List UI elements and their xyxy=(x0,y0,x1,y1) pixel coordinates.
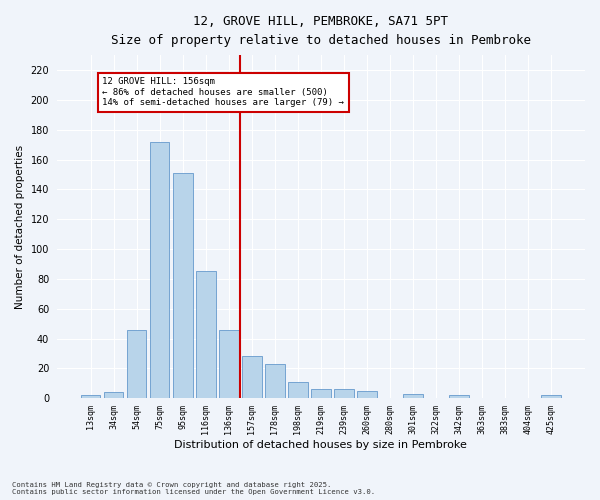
Bar xyxy=(288,382,308,398)
Bar xyxy=(357,390,377,398)
Text: Contains HM Land Registry data © Crown copyright and database right 2025.
Contai: Contains HM Land Registry data © Crown c… xyxy=(12,482,375,495)
Bar xyxy=(334,389,354,398)
Y-axis label: Number of detached properties: Number of detached properties xyxy=(15,144,25,308)
Bar xyxy=(265,364,284,398)
Bar xyxy=(173,173,193,398)
Bar xyxy=(150,142,169,398)
Bar xyxy=(81,395,100,398)
Bar xyxy=(104,392,124,398)
Bar xyxy=(127,330,146,398)
Bar xyxy=(311,389,331,398)
Bar xyxy=(219,330,239,398)
Bar xyxy=(449,395,469,398)
Bar xyxy=(196,272,215,398)
Text: 12 GROVE HILL: 156sqm
← 86% of detached houses are smaller (500)
14% of semi-det: 12 GROVE HILL: 156sqm ← 86% of detached … xyxy=(102,78,344,108)
Title: 12, GROVE HILL, PEMBROKE, SA71 5PT
Size of property relative to detached houses : 12, GROVE HILL, PEMBROKE, SA71 5PT Size … xyxy=(111,15,531,47)
Bar xyxy=(541,395,561,398)
Bar xyxy=(403,394,423,398)
Bar xyxy=(242,356,262,398)
X-axis label: Distribution of detached houses by size in Pembroke: Distribution of detached houses by size … xyxy=(175,440,467,450)
